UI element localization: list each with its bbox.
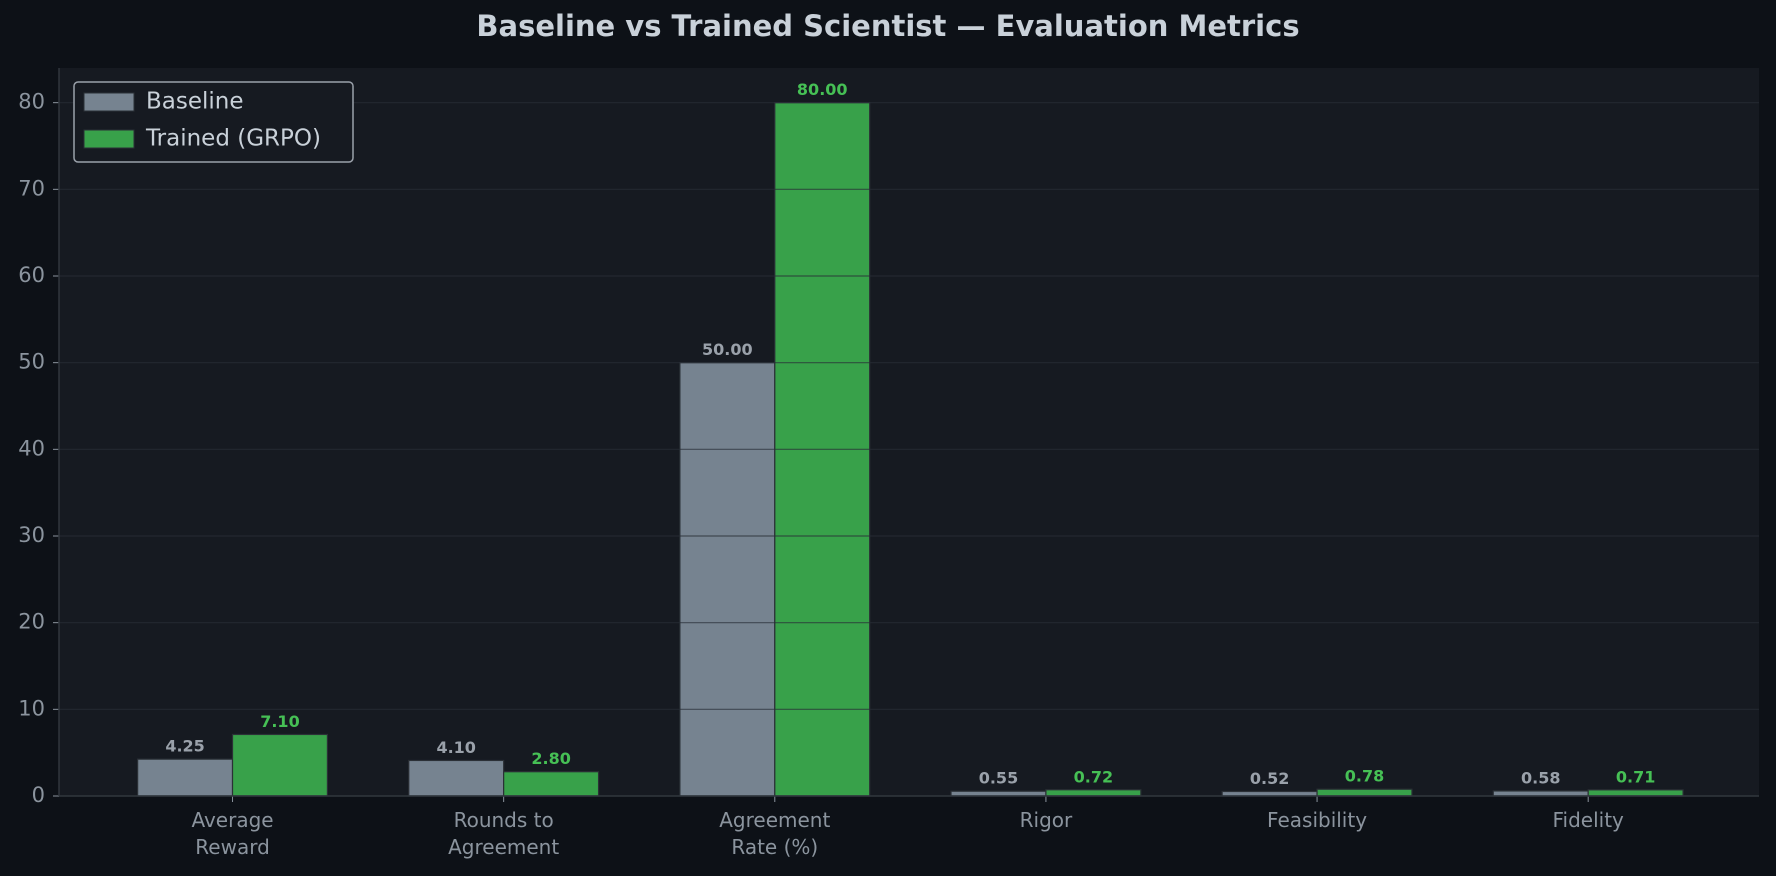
bar — [1492, 790, 1589, 797]
y-tick-label: 50 — [18, 350, 45, 374]
bar — [231, 733, 329, 797]
y-tick-label: 80 — [18, 90, 45, 114]
bar — [503, 771, 600, 797]
bar — [408, 759, 505, 797]
value-label: 4.25 — [165, 737, 204, 756]
value-label: 2.80 — [531, 749, 570, 768]
x-tick-label: Fidelity — [1552, 808, 1624, 832]
legend-swatch — [83, 129, 135, 149]
value-label: 0.78 — [1345, 767, 1384, 786]
x-tick-label: Rigor — [1020, 808, 1073, 832]
bar — [679, 362, 776, 797]
bar — [1316, 788, 1413, 797]
legend-box — [73, 81, 354, 163]
value-label: 80.00 — [797, 80, 848, 99]
legend-label: Baseline — [146, 89, 244, 115]
legend-swatch — [83, 92, 135, 112]
y-tick-label: 70 — [18, 176, 45, 200]
value-label: 0.52 — [1250, 769, 1289, 788]
x-tick-label: Feasibility — [1267, 808, 1367, 832]
x-tick-label: Agreement Rate (%) — [719, 808, 830, 859]
bar — [137, 758, 234, 797]
value-label: 0.55 — [979, 769, 1018, 788]
x-tick-label: Rounds to Agreement — [448, 808, 559, 859]
value-label: 0.58 — [1521, 768, 1560, 787]
y-tick-label: 40 — [18, 436, 45, 460]
legend-label: Trained (GRPO) — [145, 126, 321, 152]
value-label: 50.00 — [702, 340, 753, 359]
y-tick-label: 30 — [18, 523, 45, 547]
value-label: 7.10 — [260, 712, 299, 731]
plot-area — [59, 68, 1759, 796]
x-tick-label: Average Reward — [191, 808, 273, 859]
bar — [1045, 789, 1142, 797]
y-tick-label: 60 — [18, 263, 45, 287]
value-label: 0.71 — [1616, 767, 1655, 786]
y-tick-label: 20 — [18, 610, 45, 634]
y-tick-label: 10 — [18, 696, 45, 720]
bar — [1587, 789, 1684, 797]
y-tick-label: 0 — [32, 783, 45, 807]
value-label: 0.72 — [1074, 767, 1113, 786]
value-label: 4.10 — [436, 738, 475, 757]
chart-title: Baseline vs Trained Scientist — Evaluati… — [476, 9, 1299, 43]
